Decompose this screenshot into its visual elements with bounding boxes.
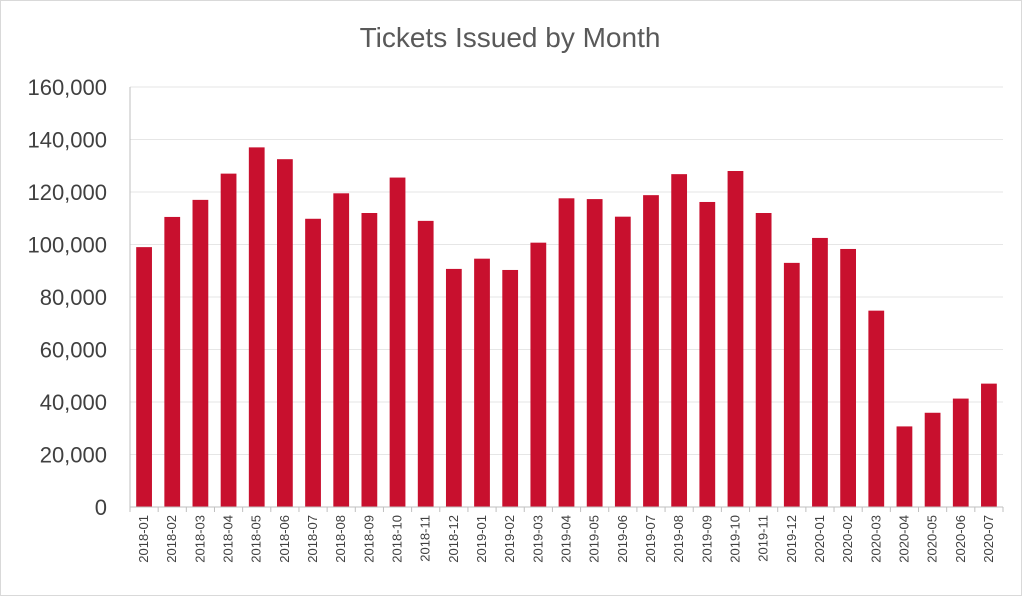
x-tick-label: 2019-04 xyxy=(559,515,574,563)
x-tick-label: 2020-06 xyxy=(953,515,968,563)
x-tick-label: 2018-09 xyxy=(361,515,376,563)
x-tick-label: 2018-03 xyxy=(192,515,207,563)
x-tick-label: 2020-05 xyxy=(925,515,940,563)
y-tick-label: 160,000 xyxy=(27,75,107,100)
x-tick-label: 2019-03 xyxy=(530,515,545,563)
x-tick-label: 2018-07 xyxy=(305,515,320,563)
bar-2018-02 xyxy=(164,216,181,507)
x-tick-label: 2019-10 xyxy=(727,515,742,563)
bar-2019-06 xyxy=(614,216,631,508)
bar-2019-02 xyxy=(502,269,519,507)
x-tick-label: 2019-05 xyxy=(587,515,602,563)
bar-2019-07 xyxy=(643,195,659,507)
y-tick-label: 140,000 xyxy=(27,128,107,153)
y-tick-label: 60,000 xyxy=(40,338,107,363)
y-axis-ticks: 0 20,000 40,000 60,000 80,000 100,000 120,000 1… xyxy=(27,75,107,520)
bar-2020-03 xyxy=(868,310,885,507)
bar-2019-04 xyxy=(558,198,575,508)
y-tick-label: 40,000 xyxy=(40,390,107,415)
x-tick-label: 2020-04 xyxy=(896,515,911,563)
x-tick-label: 2019-02 xyxy=(502,515,517,563)
x-tick-label: 2018-04 xyxy=(221,515,236,563)
y-tick-label: 80,000 xyxy=(40,285,107,310)
bar-2020-05 xyxy=(924,412,941,507)
x-tick-label: 2018-11 xyxy=(418,515,433,562)
chart-title: Tickets Issued by Month xyxy=(360,22,661,53)
bar-2019-01 xyxy=(474,258,490,507)
x-tick-label: 2019-09 xyxy=(699,515,714,563)
x-tick-label: 2019-11 xyxy=(756,515,771,562)
x-tick-label: 2018-06 xyxy=(277,515,292,563)
x-tick-label: 2019-08 xyxy=(671,515,686,563)
x-tick-label: 2019-12 xyxy=(784,515,799,563)
bar-2020-02 xyxy=(840,248,856,507)
axes xyxy=(129,87,1003,508)
bar-2018-07 xyxy=(305,218,321,507)
bars xyxy=(136,147,997,508)
bar-2019-10 xyxy=(727,171,744,507)
x-tick-label: 2020-07 xyxy=(981,515,996,563)
bar-2018-03 xyxy=(192,199,209,507)
y-tick-label: 20,000 xyxy=(40,443,107,468)
x-tick-label: 2020-01 xyxy=(812,515,827,563)
bar-2020-06 xyxy=(952,398,969,507)
bar-2018-09 xyxy=(361,213,378,507)
x-tick-label: 2020-03 xyxy=(868,515,883,563)
bar-2019-11 xyxy=(755,213,772,507)
x-tick-label: 2018-01 xyxy=(136,515,151,563)
bar-2018-12 xyxy=(445,268,462,507)
bar-2019-03 xyxy=(530,242,547,507)
bar-2018-04 xyxy=(220,173,237,507)
bar-2019-08 xyxy=(671,174,688,507)
x-tick-label: 2019-01 xyxy=(474,515,489,563)
bar-2018-11 xyxy=(417,220,434,507)
x-tick-label: 2018-12 xyxy=(446,515,461,563)
x-tick-label: 2018-05 xyxy=(249,515,264,563)
bar-2018-05 xyxy=(248,147,265,507)
x-tick-label: 2018-08 xyxy=(333,515,348,563)
bar-2020-07 xyxy=(981,383,997,507)
bar-2018-01 xyxy=(136,247,152,507)
bar-2020-01 xyxy=(812,237,828,507)
x-tick-label: 2018-02 xyxy=(164,515,179,563)
x-axis-ticks: 2018-01 2018-02 2018-03 2018-04 2018-05 2018-… xyxy=(129,507,1004,563)
bar-2018-08 xyxy=(333,193,350,507)
y-tick-label: 120,000 xyxy=(27,180,107,205)
bar-2018-06 xyxy=(277,159,293,507)
bar-2019-09 xyxy=(699,201,716,507)
bar-2019-05 xyxy=(586,199,603,507)
bar-2020-04 xyxy=(896,426,913,507)
x-tick-label: 2019-07 xyxy=(643,515,658,563)
bar-2019-12 xyxy=(783,262,800,507)
x-tick-label: 2018-10 xyxy=(390,515,405,563)
x-tick-label: 2020-02 xyxy=(840,515,855,563)
bar-2018-10 xyxy=(389,177,406,507)
y-tick-label: 100,000 xyxy=(27,233,107,258)
x-tick-label: 2019-06 xyxy=(615,515,630,563)
y-tick-label: 0 xyxy=(95,495,107,520)
